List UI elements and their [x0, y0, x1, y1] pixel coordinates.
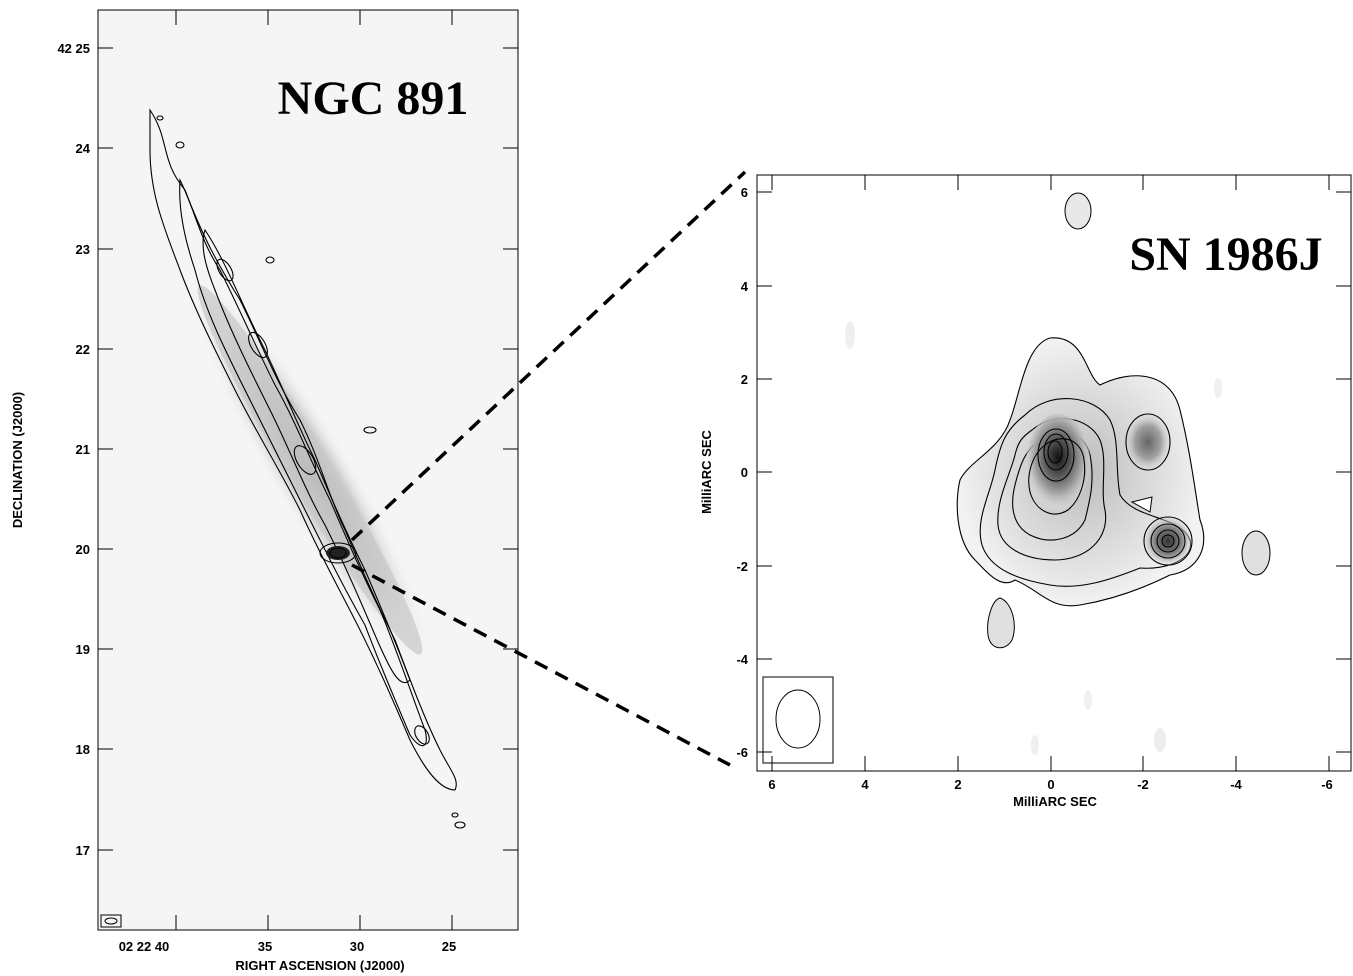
- right-x-tick-4: -2: [1137, 777, 1149, 792]
- sn1986j-image: [845, 192, 1271, 755]
- right-panel-frame: [756, 174, 1352, 772]
- left-x-axis-title: RIGHT ASCENSION (J2000): [235, 958, 404, 973]
- left-y-tick-3: 22: [76, 342, 90, 357]
- right-y-ticks: [757, 191, 1351, 753]
- right-y-tick-5: -4: [736, 652, 748, 667]
- right-x-tick-1: 4: [861, 777, 869, 792]
- right-y-tick-3: 0: [741, 465, 748, 480]
- left-y-tick-8: 17: [76, 843, 90, 858]
- left-beam-ellipse: [104, 917, 118, 925]
- left-y-tick-4: 21: [76, 442, 90, 457]
- left-y-ticks: [98, 47, 518, 851]
- left-panel-frame: [97, 9, 519, 931]
- left-y-tick-1: 24: [76, 141, 91, 156]
- right-x-tick-6: -6: [1321, 777, 1333, 792]
- right-x-axis-title: MilliARC SEC: [1013, 794, 1097, 809]
- left-x-tick-3: 25: [442, 939, 456, 954]
- sn1986j-title: SN 1986J: [1129, 228, 1322, 281]
- right-y-tick-6: -6: [736, 745, 748, 760]
- ngc891-title: NGC 891: [278, 72, 469, 125]
- left-y-tick-7: 18: [76, 742, 90, 757]
- right-y-tick-1: 4: [741, 279, 749, 294]
- right-y-tick-2: 2: [741, 372, 748, 387]
- right-beam-ellipse: [775, 689, 821, 749]
- left-beam-box: [100, 914, 122, 928]
- right-x-ticks: [771, 175, 1330, 771]
- right-beam-box: [762, 676, 834, 764]
- right-x-tick-2: 2: [954, 777, 961, 792]
- ngc891-panel: 02 22 40 35 30 25 42 25 24 23 22 21 20 1…: [10, 9, 519, 973]
- sn1986j-panel: 6 4 2 0 -2 -4 -6 6 4 2 0 -2 -4 -6 MilliA…: [699, 174, 1352, 809]
- left-x-tick-1: 35: [258, 939, 272, 954]
- left-x-ticks: [175, 10, 453, 930]
- zoom-connector-lines: [350, 170, 747, 767]
- right-x-tick-0: 6: [768, 777, 775, 792]
- left-x-tick-0: 02 22 40: [119, 939, 170, 954]
- left-x-tick-2: 30: [350, 939, 364, 954]
- ngc891-galaxy-image: [149, 108, 466, 829]
- right-y-axis-title: MilliARC SEC: [699, 430, 714, 514]
- right-y-tick-0: 6: [741, 185, 748, 200]
- right-x-tick-3: 0: [1047, 777, 1054, 792]
- left-y-tick-5: 20: [76, 542, 90, 557]
- left-y-tick-0: 42 25: [57, 41, 90, 56]
- left-y-axis-title: DECLINATION (J2000): [10, 392, 25, 528]
- right-y-tick-4: -2: [736, 559, 748, 574]
- left-y-tick-6: 19: [76, 642, 90, 657]
- right-x-tick-5: -4: [1230, 777, 1242, 792]
- left-y-tick-2: 23: [76, 242, 90, 257]
